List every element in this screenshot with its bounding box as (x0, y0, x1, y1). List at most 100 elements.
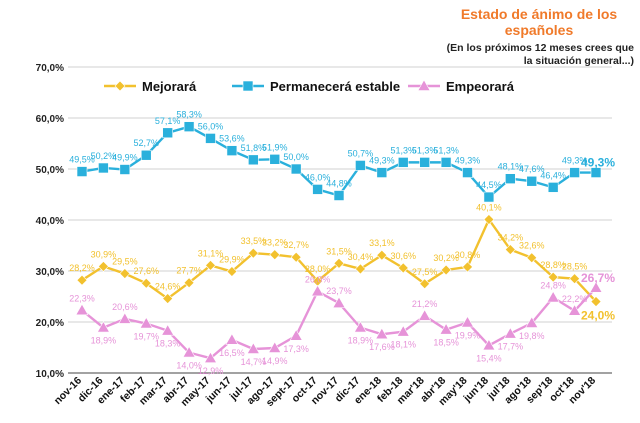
data-point-permanecera-estable (312, 184, 323, 195)
data-label-mejorara: 30,2% (433, 253, 459, 263)
data-label-permanecera-estable: 48,1% (498, 162, 524, 172)
data-label-permanecera-estable: 56,0% (198, 121, 224, 131)
data-label-empeorara: 12,9% (198, 366, 224, 376)
data-point-mejorara (290, 251, 302, 263)
data-label-mejorara: 28,2% (69, 263, 95, 273)
chart-subtitle: (En los próximos 12 meses crees que la s… (446, 42, 634, 67)
data-point-mejorara (76, 274, 88, 286)
data-label-permanecera-estable: 49,3% (581, 156, 615, 170)
data-label-empeorara: 17,7% (498, 342, 524, 352)
y-tick-label: 50,0% (36, 165, 64, 176)
data-point-empeorara (353, 321, 367, 333)
data-label-empeorara: 20,6% (112, 302, 138, 312)
data-label-permanecera-estable: 57,1% (155, 116, 181, 126)
title-box: Estado de ánimo de los españoles (En los… (444, 6, 634, 68)
data-point-permanecera-estable (269, 154, 281, 165)
data-point-mejorara (419, 278, 431, 290)
data-point-permanecera-estable (205, 133, 216, 144)
data-label-empeorara: 14,9% (262, 356, 288, 366)
data-label-empeorara: 22,2% (562, 294, 588, 304)
data-label-empeorara: 19,8% (519, 331, 545, 341)
data-label-mejorara: 30,9% (91, 249, 117, 259)
data-label-permanecera-estable: 53,6% (219, 134, 245, 144)
data-point-mejorara (569, 273, 581, 285)
data-label-mejorara: 30,4% (348, 252, 374, 262)
data-point-mejorara (205, 259, 216, 271)
data-point-mejorara (440, 264, 452, 276)
data-label-permanecera-estable: 50,2% (91, 151, 117, 161)
data-label-mejorara: 33,1% (369, 238, 395, 248)
data-point-permanecera-estable (98, 162, 109, 174)
data-label-permanecera-estable: 44,8% (326, 179, 352, 189)
data-point-permanecera-estable (547, 182, 559, 193)
data-point-mejorara (183, 277, 195, 289)
data-point-mejorara (226, 266, 238, 277)
data-point-empeorara (289, 329, 303, 341)
data-point-permanecera-estable (355, 160, 366, 171)
data-point-mejorara (97, 260, 109, 272)
data-point-permanecera-estable (140, 149, 152, 161)
data-label-mejorara: 27,7% (176, 266, 202, 276)
data-point-permanecera-estable (226, 145, 238, 156)
data-label-empeorara: 17,3% (283, 344, 309, 354)
data-label-empeorara: 26,7% (581, 271, 615, 285)
data-point-empeorara (139, 316, 153, 329)
data-point-permanecera-estable (505, 173, 516, 184)
data-label-mejorara: 31,5% (326, 246, 352, 256)
data-point-mejorara (140, 277, 152, 289)
data-label-permanecera-estable: 49,5% (69, 155, 95, 165)
data-label-permanecera-estable: 46,4% (540, 170, 566, 180)
data-point-mejorara (162, 293, 174, 304)
data-point-empeorara (375, 327, 389, 340)
data-label-mejorara: 28,0% (305, 264, 331, 274)
data-label-mejorara: 30,8% (455, 250, 481, 260)
data-label-permanecera-estable: 50,7% (348, 148, 374, 158)
data-label-mejorara: 27,5% (412, 267, 438, 277)
data-point-mejorara (547, 271, 559, 283)
data-point-permanecera-estable (419, 157, 430, 168)
data-label-permanecera-estable: 46,0% (305, 172, 331, 182)
data-label-mejorara: 24,0% (581, 309, 615, 323)
data-point-empeorara (268, 341, 282, 353)
data-label-empeorara: 18,9% (91, 336, 117, 346)
data-label-empeorara: 26,0% (305, 274, 331, 284)
data-point-permanecera-estable (162, 127, 173, 139)
legend-label-empeorara: Empeorará (446, 79, 515, 94)
data-point-permanecera-estable (590, 167, 602, 178)
data-label-permanecera-estable: 49,3% (369, 156, 395, 166)
data-point-mejorara (333, 257, 345, 269)
data-point-mejorara (483, 214, 495, 225)
data-label-mejorara: 24,6% (155, 282, 181, 292)
data-label-empeorara: 14,7% (241, 357, 267, 367)
data-label-permanecera-estable: 50,0% (283, 152, 309, 162)
data-label-mejorara: 27,6% (133, 266, 159, 276)
legend-marker-permanecera-estable (242, 80, 254, 92)
data-point-empeorara (482, 338, 496, 351)
data-point-permanecera-estable (462, 167, 473, 178)
data-label-permanecera-estable: 58,3% (176, 110, 202, 120)
data-point-permanecera-estable (483, 191, 495, 203)
data-label-permanecera-estable: 49,3% (562, 156, 588, 166)
data-point-empeorara (589, 281, 603, 293)
y-tick-label: 60,0% (36, 114, 64, 125)
data-point-permanecera-estable (119, 164, 131, 175)
data-point-empeorara (225, 333, 239, 345)
data-point-empeorara (525, 316, 539, 328)
data-label-empeorara: 22,3% (69, 293, 95, 303)
data-point-empeorara (182, 345, 196, 358)
data-label-permanecera-estable: 51,9% (262, 142, 288, 152)
data-label-empeorara: 15,4% (476, 353, 502, 363)
data-label-mejorara: 34,2% (498, 233, 524, 243)
data-label-empeorara: 18,1% (390, 340, 416, 350)
data-label-empeorara: 24,8% (540, 281, 566, 291)
data-label-mejorara: 28,8% (540, 260, 566, 270)
data-label-mejorara: 33,5% (241, 236, 267, 246)
data-point-empeorara (118, 312, 132, 324)
data-point-mejorara (247, 247, 259, 259)
data-label-empeorara: 19,7% (133, 332, 159, 342)
data-point-mejorara (504, 244, 516, 256)
chart-title: Estado de ánimo de los españoles (460, 6, 618, 38)
data-point-mejorara (269, 249, 281, 261)
data-label-empeorara: 18,3% (155, 339, 181, 349)
